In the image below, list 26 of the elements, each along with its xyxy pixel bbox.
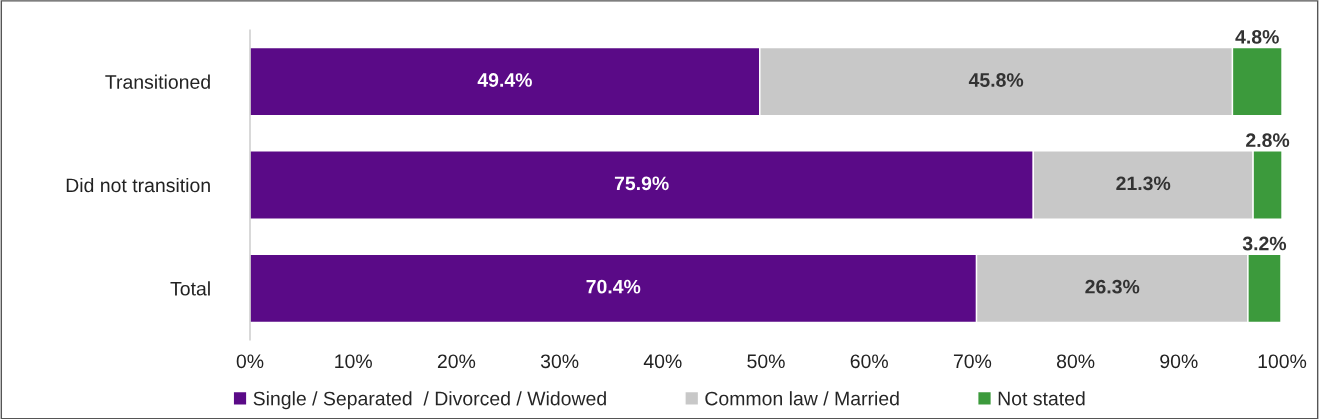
x-tick-label: 50%	[747, 354, 785, 369]
x-tick-label: 60%	[850, 354, 888, 369]
data-label: 75.9%	[614, 176, 669, 191]
x-tick-label: 100%	[1258, 354, 1307, 369]
x-tick-label: 40%	[643, 354, 682, 369]
x-tick-label: 70%	[953, 354, 992, 369]
legend-label: Common law / Married	[705, 391, 899, 406]
data-label: 4.8%	[1235, 29, 1279, 44]
data-label: 3.2%	[1242, 236, 1287, 251]
data-label: 49.4%	[477, 73, 532, 87]
y-tick-label: Total	[170, 281, 210, 296]
y-tick-label: Did not transition	[66, 177, 210, 193]
x-tick-label: 30%	[540, 354, 579, 369]
x-tick-label: 10%	[335, 354, 372, 369]
x-tick-label: 0%	[236, 354, 264, 369]
data-label: 2.8%	[1246, 133, 1290, 148]
legend-label: Not stated	[998, 391, 1085, 406]
x-tick-label: 20%	[437, 354, 476, 369]
data-label: 70.4%	[586, 279, 641, 294]
legend-label: Single / Separated / Divorced / Widowed	[253, 391, 606, 410]
x-tick-label: 80%	[1056, 354, 1095, 369]
data-label: 21.3%	[1116, 176, 1171, 191]
data-label: 26.3%	[1085, 279, 1140, 294]
x-tick-label: 90%	[1160, 354, 1198, 369]
y-tick-label: Transitioned	[105, 74, 210, 89]
data-label: 45.8%	[968, 73, 1024, 87]
